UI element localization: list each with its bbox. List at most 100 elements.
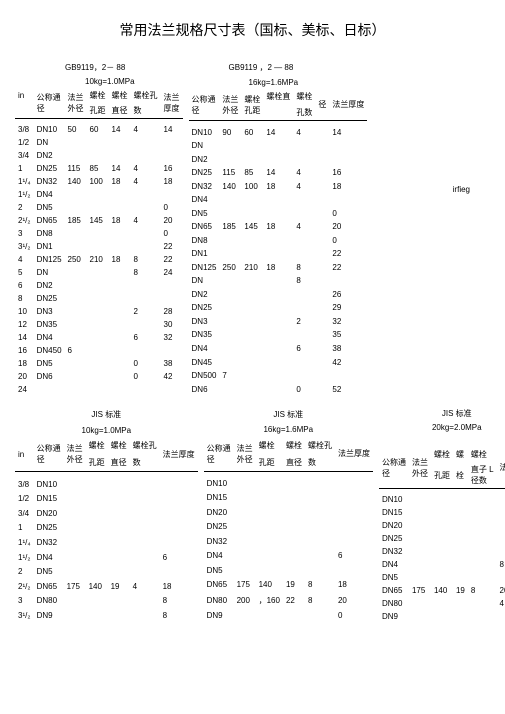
- cell: 1: [15, 521, 34, 536]
- cell: [497, 571, 505, 584]
- cell: DN125: [189, 261, 220, 275]
- cell: DN2: [34, 149, 65, 162]
- cell: [109, 357, 131, 370]
- cell: [409, 545, 431, 558]
- cell: [335, 476, 373, 490]
- cell: [64, 477, 86, 492]
- cell: 22: [161, 240, 183, 253]
- cell: [65, 305, 87, 318]
- cell: DN1: [34, 240, 65, 253]
- cell: 8: [293, 274, 315, 288]
- cell: 5: [15, 266, 34, 279]
- cell: [335, 519, 373, 533]
- cell: [315, 382, 329, 396]
- cell: [305, 505, 335, 519]
- cell: 140: [65, 175, 87, 188]
- cell: [87, 370, 109, 383]
- cell: [283, 505, 305, 519]
- cell: [108, 535, 130, 550]
- cell: 18: [160, 579, 198, 594]
- cell: [108, 491, 130, 506]
- cell: [219, 382, 241, 396]
- cell: [109, 266, 131, 279]
- cell: [131, 383, 161, 396]
- cell: 140: [431, 584, 453, 597]
- cell: 8: [497, 558, 505, 571]
- cell: 0: [329, 234, 367, 248]
- jis-section: JIS 标准 10kg=1.0MPain公称通径法兰外径螺栓螺栓螺栓孔法兰厚度 …: [15, 406, 490, 623]
- cell: [256, 519, 283, 533]
- cell: 4: [293, 220, 315, 234]
- cell: 14: [15, 331, 34, 344]
- cell: 0: [293, 382, 315, 396]
- cell: DN4: [34, 331, 65, 344]
- cell: [468, 610, 497, 623]
- cell: [335, 491, 373, 505]
- cell: [468, 532, 497, 545]
- cell: 3/4: [15, 506, 34, 521]
- cell: [65, 227, 87, 240]
- cell: [431, 519, 453, 532]
- cell: [409, 610, 431, 623]
- cell: 14: [329, 125, 367, 139]
- cell: [293, 288, 315, 302]
- cell: [160, 491, 198, 506]
- cell: [256, 548, 283, 562]
- cell: [131, 201, 161, 214]
- cell: [293, 247, 315, 261]
- cell: [87, 201, 109, 214]
- cell: DN4: [189, 342, 220, 356]
- cell: DN32: [34, 535, 64, 550]
- cell: [263, 274, 293, 288]
- cell: DN3: [34, 305, 65, 318]
- cell: [335, 534, 373, 548]
- cell: [109, 149, 131, 162]
- cell: 8: [131, 266, 161, 279]
- cell: 20: [161, 214, 183, 227]
- cell: 8: [131, 253, 161, 266]
- cell: [87, 357, 109, 370]
- cell: 115: [219, 166, 241, 180]
- cell: [241, 153, 263, 167]
- cell: DN: [34, 136, 65, 149]
- cell: DN10: [34, 123, 65, 136]
- cell: DN5: [34, 564, 64, 579]
- cell: [241, 301, 263, 315]
- cell: 1¹/₄: [15, 535, 34, 550]
- cell: [315, 274, 329, 288]
- cell: 4: [497, 597, 505, 610]
- cell: [241, 247, 263, 261]
- cell: DN65: [204, 577, 234, 591]
- cell: [130, 535, 160, 550]
- cell: [283, 548, 305, 562]
- cell: [241, 369, 263, 383]
- cell: 85: [241, 166, 263, 180]
- cell: [219, 355, 241, 369]
- cell: [263, 342, 293, 356]
- cell: 18: [109, 175, 131, 188]
- cell: [293, 139, 315, 153]
- cell: [315, 315, 329, 329]
- cell: [409, 506, 431, 519]
- cell: [219, 328, 241, 342]
- cell: 1¹/₂: [15, 188, 34, 201]
- cell: DN32: [379, 545, 409, 558]
- cell: 14: [109, 162, 131, 175]
- cell: DN4: [34, 188, 65, 201]
- cell: [453, 597, 468, 610]
- cell: [293, 301, 315, 315]
- cell: DN32: [34, 175, 65, 188]
- cell: 22: [329, 247, 367, 261]
- cell: [131, 292, 161, 305]
- cell: DN25: [34, 292, 65, 305]
- cell: [87, 266, 109, 279]
- cell: [241, 355, 263, 369]
- cell: 22: [161, 253, 183, 266]
- cell: [131, 188, 161, 201]
- cell: [409, 532, 431, 545]
- cell: [109, 188, 131, 201]
- cell: [65, 279, 87, 292]
- cell: [497, 532, 505, 545]
- cell: 8: [15, 292, 34, 305]
- cell: [305, 563, 335, 577]
